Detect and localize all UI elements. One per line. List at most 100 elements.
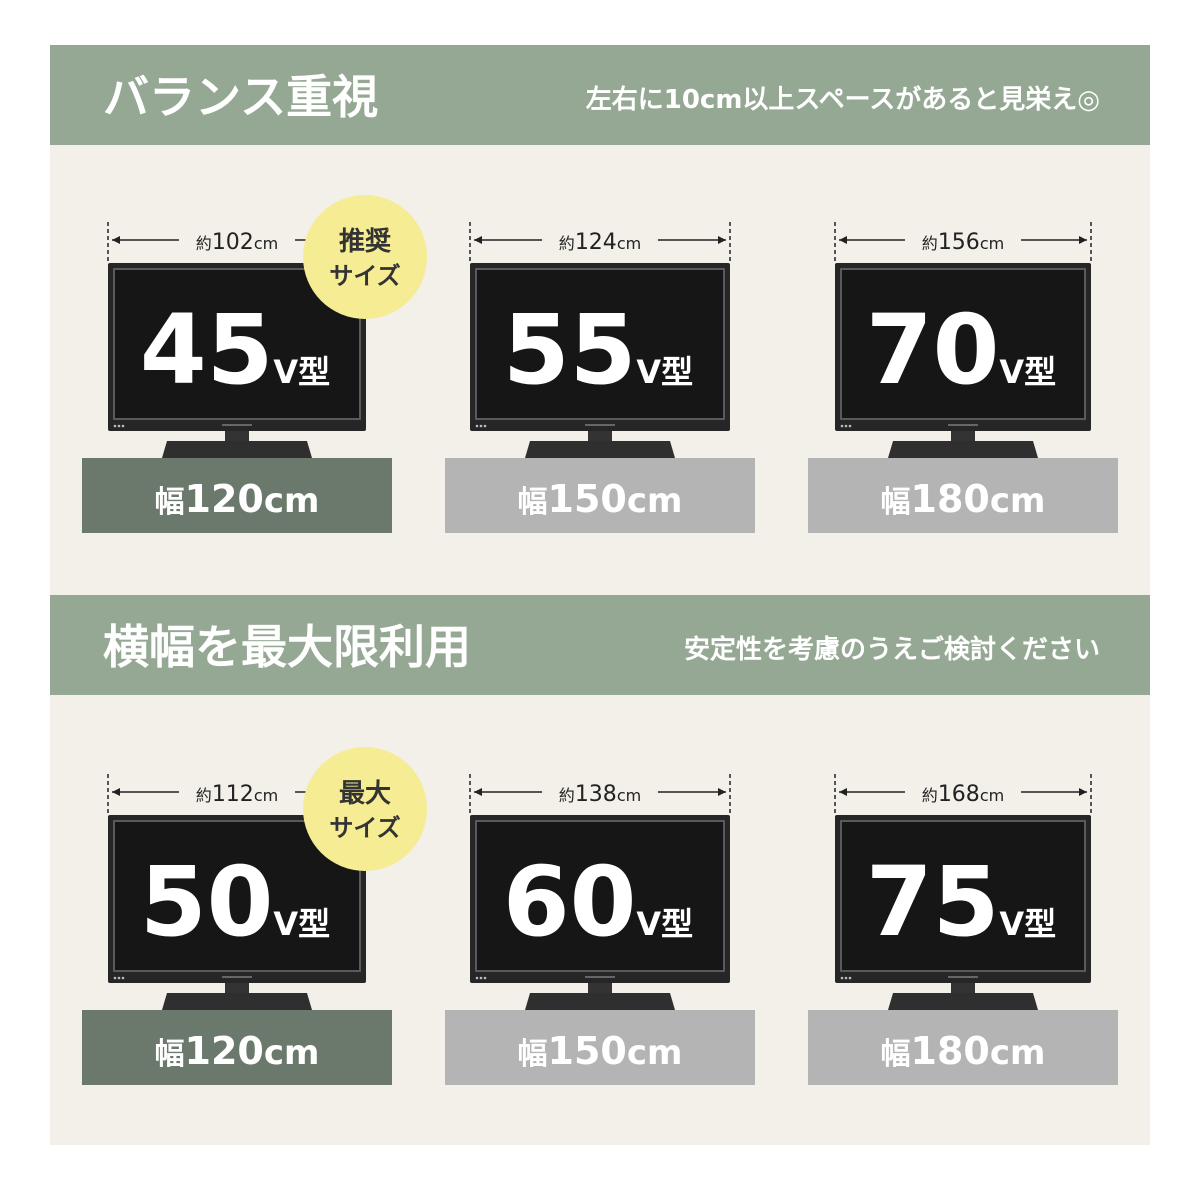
board-width: 幅180cm: [881, 1029, 1046, 1073]
board-width-part: 幅: [518, 485, 548, 520]
tv-dot: [840, 424, 844, 428]
tv-dot: [848, 976, 852, 980]
dimension-label-part: cm: [617, 234, 641, 253]
board-width-part: 幅: [155, 485, 185, 520]
badge-text: 推奨: [339, 227, 392, 257]
tv-dot: [121, 976, 125, 980]
tv-dot: [117, 976, 121, 980]
tv-logo: [948, 424, 978, 426]
board-width-part: 幅: [518, 1037, 548, 1072]
tv-board: [445, 458, 755, 533]
dimension-label-bg: [905, 778, 1021, 806]
dimension-label-bg: [179, 226, 295, 254]
dimension-label-part: 約: [559, 234, 575, 253]
tv-neck: [225, 431, 249, 441]
dimension-label-part: cm: [980, 234, 1004, 253]
tv-size-part: 50: [140, 846, 274, 958]
tv-size: 70V型: [866, 294, 1056, 406]
section-title: 横幅を最大限利用: [103, 620, 471, 674]
tv-size: 60V型: [503, 846, 693, 958]
dimension-label-part: 168: [938, 782, 980, 807]
tv-dot: [121, 424, 125, 428]
board-width: 幅150cm: [518, 477, 683, 521]
tv-size: 50V型: [140, 846, 330, 958]
badge-text: 最大: [339, 779, 391, 809]
tv-size: 55V型: [503, 294, 693, 406]
tv-size-part: 55: [503, 294, 637, 406]
tv-dot: [844, 424, 848, 428]
tv-logo: [222, 976, 252, 978]
tv-stand: [162, 993, 312, 1010]
board-width: 幅150cm: [518, 1029, 683, 1073]
board-width-part: 120: [185, 1029, 264, 1073]
board-width-part: cm: [264, 481, 320, 521]
dimension-label-part: 102: [212, 230, 254, 255]
tv-dot: [117, 424, 121, 428]
tv-size-part: 60: [503, 846, 637, 958]
section-title: バランス重視: [103, 70, 378, 124]
tv-dot: [479, 976, 483, 980]
tv-board: [82, 458, 392, 533]
tv-size: 75V型: [866, 846, 1056, 958]
header-bar: [50, 45, 1150, 145]
tv-stand: [162, 441, 312, 458]
dimension-label: 約102cm: [196, 230, 278, 255]
tv-logo: [222, 424, 252, 426]
board-width-part: 150: [548, 1029, 627, 1073]
tv-dot: [113, 976, 117, 980]
tv-dot: [848, 424, 852, 428]
dimension-label-part: cm: [254, 786, 278, 805]
tv-neck: [951, 431, 975, 441]
tv-size-part: 75: [866, 846, 1000, 958]
dimension-label-bg: [542, 226, 658, 254]
dimension-label-part: 112: [212, 782, 254, 807]
tv-size: 45V型: [140, 294, 330, 406]
board-width-part: 150: [548, 477, 627, 521]
tv-size-part: V型: [636, 905, 693, 943]
tv-dot: [479, 424, 483, 428]
tv-size-part: 45: [140, 294, 274, 406]
tv-neck: [225, 983, 249, 993]
board-width-part: 幅: [155, 1037, 185, 1072]
tv-stand: [888, 441, 1038, 458]
tv-screen: [840, 268, 1086, 420]
tv-stand: [888, 993, 1038, 1010]
tv-dot: [840, 976, 844, 980]
tv-logo: [585, 976, 615, 978]
badge: [303, 195, 427, 319]
tv-logo: [585, 424, 615, 426]
dimension-label-part: 124: [575, 230, 617, 255]
dimension-label-part: cm: [254, 234, 278, 253]
tv-size-part: V型: [999, 353, 1056, 391]
dimension-label-bg: [179, 778, 295, 806]
tv-size-part: V型: [273, 353, 330, 391]
tv-dot: [483, 976, 487, 980]
board-width-part: cm: [627, 481, 683, 521]
dimension-label-bg: [905, 226, 1021, 254]
section-subtitle: 左右に10cm以上スペースがあると見栄え◎: [586, 84, 1100, 115]
tv-board: [445, 1010, 755, 1085]
tv-stand: [525, 441, 675, 458]
dimension-label-part: 約: [196, 234, 212, 253]
board-width-part: 120: [185, 477, 264, 521]
tv-screen: [475, 268, 725, 420]
board-width-part: 幅: [881, 485, 911, 520]
badge-text: サイズ: [329, 814, 400, 842]
tv-dot: [475, 976, 479, 980]
board-width: 幅120cm: [155, 477, 320, 521]
dimension-label: 約168cm: [922, 782, 1004, 807]
tv-screen: [840, 820, 1086, 972]
tv-size-part: 70: [866, 294, 1000, 406]
dimension-label: 約124cm: [559, 230, 641, 255]
tv-screen: [475, 820, 725, 972]
board-width-part: cm: [990, 481, 1046, 521]
dimension-label: 約138cm: [559, 782, 641, 807]
section-subtitle: 安定性を考慮のうえご検討ください: [684, 634, 1100, 665]
tv-board: [82, 1010, 392, 1085]
badge-text: サイズ: [329, 262, 400, 290]
board-width-part: cm: [627, 1033, 683, 1073]
tv-dot: [483, 424, 487, 428]
dimension-label-part: 約: [922, 234, 938, 253]
header-bar: [50, 595, 1150, 695]
